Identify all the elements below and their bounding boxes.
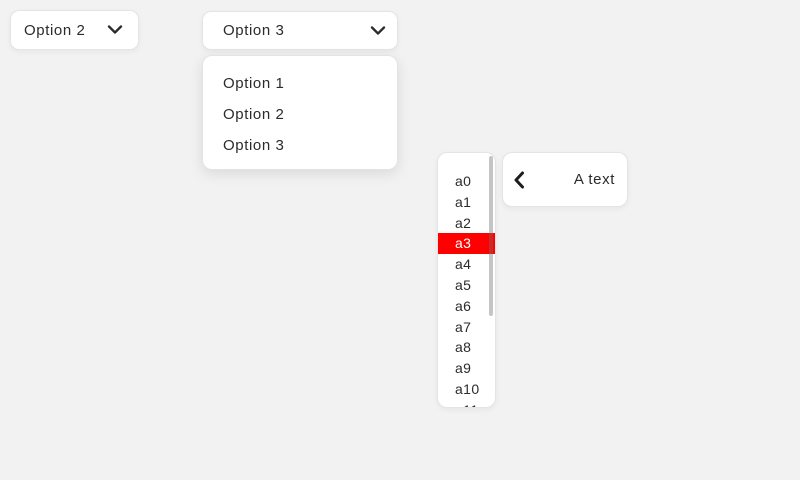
chevron-left-icon[interactable] [513,171,525,189]
list-item[interactable]: a7 [455,318,472,335]
list-item[interactable]: a8 [455,339,472,356]
a-text-label: A text [573,171,615,188]
item-list[interactable]: a0 a1 a2 a3 a4 a5 a6 a7 a8 a9 a10 a11 [437,152,496,408]
list-item[interactable]: a9 [455,360,472,377]
menu-item-option1[interactable]: Option 1 [223,75,285,92]
dropdown-large-value: Option 3 [223,22,285,39]
a-text-panel[interactable]: A text [502,152,628,207]
dropdown-large[interactable]: Option 3 [202,11,398,50]
chevron-down-icon [107,25,123,35]
list-item[interactable]: a4 [455,256,472,273]
list-item[interactable]: a5 [455,276,472,293]
list-item[interactable]: a0 [455,173,472,189]
menu-item-option2[interactable]: Option 2 [223,106,285,123]
scrollbar-thumb[interactable] [488,156,493,316]
list-item[interactable]: a2 [455,214,472,231]
chevron-down-icon [370,25,386,36]
list-item[interactable]: a6 [455,297,472,314]
list-item[interactable]: a3 [438,233,495,255]
dropdown-small-value: Option 2 [24,21,86,39]
dropdown-menu: Option 1 Option 2 Option 3 [202,55,398,170]
list-item[interactable]: a11 [438,400,495,407]
list-item[interactable]: a1 [455,193,472,210]
list-item[interactable]: a10 [455,380,480,397]
dropdown-small[interactable]: Option 2 [10,10,139,50]
menu-item-option3[interactable]: Option 3 [223,137,285,154]
